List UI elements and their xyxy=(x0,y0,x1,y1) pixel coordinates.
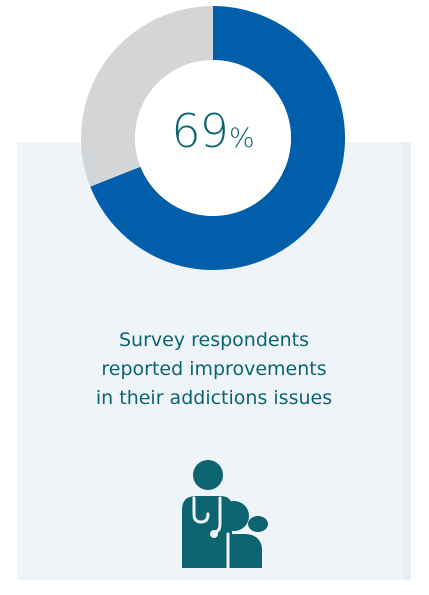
stat-card-edge xyxy=(403,142,411,580)
doctor-patient-icon xyxy=(178,460,282,570)
caption-line-2: reported improvements xyxy=(101,358,327,380)
stethoscope-chestpiece xyxy=(210,530,218,538)
donut-center-hole xyxy=(135,60,291,216)
caption-line-3: in their addictions issues xyxy=(95,387,333,409)
patient-body xyxy=(212,534,262,568)
patient-head xyxy=(219,501,249,531)
doctor-head xyxy=(193,460,223,490)
caption-line-1: Survey respondents xyxy=(119,329,309,351)
donut-chart-svg xyxy=(80,6,345,270)
stat-value: 69% xyxy=(0,104,426,158)
donut-chart xyxy=(75,0,351,276)
donut-slice-1 xyxy=(90,6,345,270)
doctor-patient-icon-svg xyxy=(182,460,268,570)
stat-unit: % xyxy=(228,123,255,154)
hand-on-shoulder xyxy=(248,516,268,532)
stat-number: 69 xyxy=(171,104,229,158)
stethoscope-tube xyxy=(192,496,210,524)
donut-slice-2 xyxy=(80,6,213,187)
stat-caption: Survey respondents reported improvements… xyxy=(17,326,411,413)
